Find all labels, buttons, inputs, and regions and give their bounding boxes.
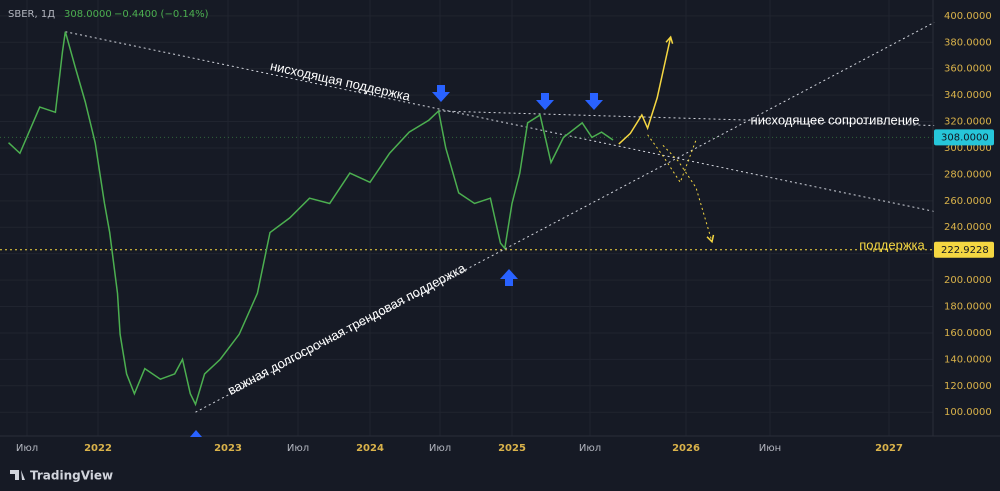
y-tick-label: 340.0000: [944, 90, 992, 101]
brand-logo: [10, 470, 25, 480]
y-tick-label: 180.0000: [944, 302, 992, 313]
price-tag-label: 308.0000: [941, 132, 989, 143]
drawing: [662, 144, 713, 242]
arrow-up: [190, 430, 202, 437]
y-tick-label: 140.0000: [944, 354, 992, 365]
x-tick-label: 2026: [672, 443, 700, 454]
y-tick-label: 360.0000: [944, 64, 992, 75]
price-line: [8, 31, 614, 407]
y-tick-label: 300.0000: [944, 143, 992, 154]
x-tick-label: 2023: [214, 443, 242, 454]
arrow-down: [585, 93, 603, 110]
arrow-down: [432, 85, 450, 102]
annotation: нисходящее сопротивление: [751, 112, 920, 127]
arrow-head: [706, 234, 715, 244]
y-tick-label: 380.0000: [944, 37, 992, 48]
arrow-up: [500, 269, 518, 286]
price-tag: [934, 129, 994, 146]
drawing: [647, 134, 697, 184]
y-tick-label: 160.0000: [944, 328, 992, 339]
y-tick-label: 280.0000: [944, 169, 992, 180]
x-tick-label: Июл: [429, 443, 451, 454]
x-tick-label: 2025: [498, 443, 526, 454]
arrow-down: [536, 93, 554, 110]
y-tick-label: 120.0000: [944, 381, 992, 392]
x-tick-label: Июн: [759, 443, 781, 454]
brand: TradingView: [30, 469, 113, 483]
y-tick-label: 260.0000: [944, 196, 992, 207]
drawing: [195, 22, 935, 413]
symbol: SBER, 1Д: [8, 9, 55, 20]
x-tick-label: Июл: [16, 443, 38, 454]
y-tick-label: 320.0000: [944, 117, 992, 128]
y-tick-label: 400.0000: [944, 11, 992, 22]
x-tick-label: Июл: [287, 443, 309, 454]
x-tick-label: 2027: [875, 443, 903, 454]
annotation: поддержка: [859, 237, 925, 252]
price-tag-label: 222.9228: [941, 245, 989, 256]
arrow-head: [665, 35, 674, 44]
change: −0.4400 (−0.14%): [114, 9, 209, 20]
y-tick-label: 240.0000: [944, 222, 992, 233]
x-tick-label: 2024: [356, 443, 384, 454]
y-tick-label: 100.0000: [944, 407, 992, 418]
x-tick-label: 2022: [84, 443, 112, 454]
plot: [0, 22, 935, 413]
drawing: [618, 36, 672, 145]
grid: [0, 0, 933, 436]
arrows: [190, 85, 603, 437]
last-price-header: 308.0000: [64, 9, 112, 20]
price-tag: [934, 241, 994, 258]
x-tick-label: Июл: [579, 443, 601, 454]
y-tick-label: 200.0000: [944, 275, 992, 286]
